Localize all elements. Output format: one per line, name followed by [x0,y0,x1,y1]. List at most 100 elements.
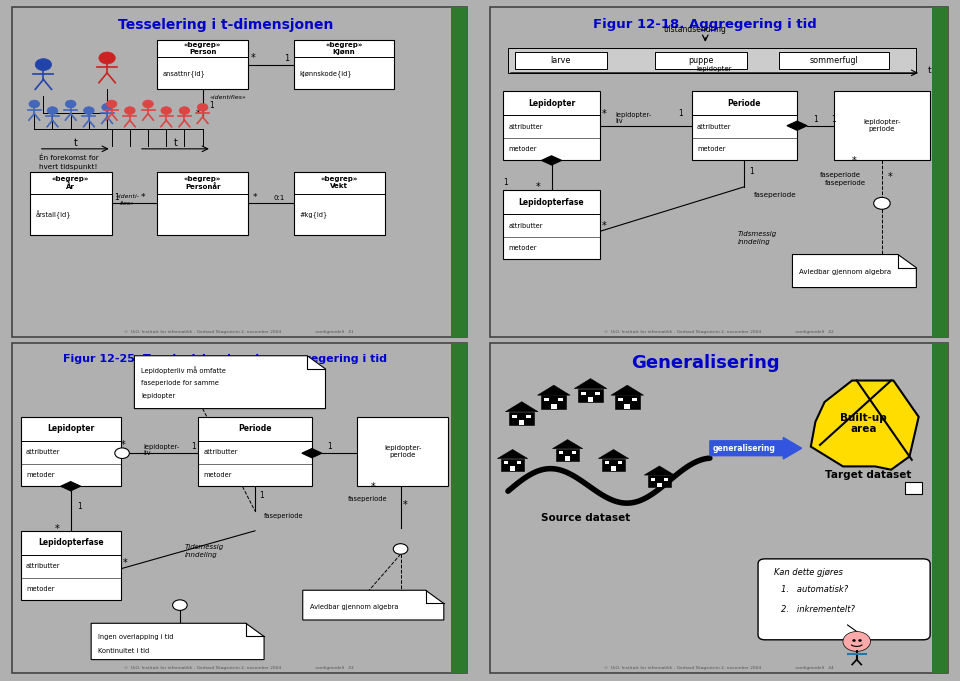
Bar [30,172,111,235]
Text: faseperiode: faseperiode [754,192,796,197]
Text: Kontinuitet i tid: Kontinuitet i tid [98,648,149,654]
Text: «identifies»: «identifies» [209,95,246,100]
Bar [632,398,636,401]
Text: kjønnskode{id}: kjønnskode{id} [300,70,351,77]
Circle shape [161,107,172,114]
Bar [655,52,747,69]
Bar [833,91,930,161]
Text: Lepidopterfase: Lepidopterfase [37,539,104,548]
Text: *: * [121,440,126,450]
Text: metoder: metoder [509,146,538,152]
Polygon shape [497,449,528,458]
Text: årstall{id}: årstall{id} [36,210,71,219]
Text: attributter: attributter [509,223,543,229]
Bar [509,412,535,426]
Text: hvert tidspunkt!: hvert tidspunkt! [38,164,97,170]
Polygon shape [787,121,807,130]
Text: ansattnr{id}: ansattnr{id} [162,70,205,77]
Bar [657,483,661,488]
Text: Periode: Periode [238,424,272,434]
Text: *: * [55,524,60,535]
Text: Lepidopter: Lepidopter [528,99,575,108]
Bar [605,462,610,464]
Text: 2.   inkrementelt?: 2. inkrementelt? [781,605,855,614]
Text: sommerfugl: sommerfugl [809,56,858,65]
Text: *: * [852,156,857,165]
Text: Tidsmessig: Tidsmessig [184,544,224,550]
Text: Periode: Periode [728,99,761,108]
Text: Built-up
area: Built-up area [840,413,887,434]
Bar [779,52,889,69]
Circle shape [115,448,130,458]
Bar [617,398,623,401]
Text: 1: 1 [191,442,196,451]
Bar [595,392,600,395]
Text: attributter: attributter [204,449,238,456]
Text: tilstandsendring: tilstandsendring [664,25,727,33]
Bar [526,415,531,418]
FancyArrow shape [709,437,802,459]
Bar [515,52,607,69]
Bar [625,404,630,409]
Text: ©  UiO, Institutt for informatikk - Gerhard Skagestein 2. november 2004         : © UiO, Institutt for informatikk - Gerha… [604,330,834,334]
Bar [501,458,524,471]
Bar [611,466,616,471]
Text: liv: liv [143,450,151,456]
Text: Én forekomst for: Én forekomst for [38,155,99,161]
Text: Ingen overlapping i tid: Ingen overlapping i tid [98,634,174,640]
Text: attributter: attributter [509,123,543,129]
Circle shape [47,107,58,114]
Bar [157,40,248,89]
Text: 1: 1 [326,442,331,452]
Bar [510,466,516,471]
Text: «identi-: «identi- [115,194,139,200]
Text: Source dataset: Source dataset [541,513,631,523]
Text: attributter: attributter [26,563,60,569]
Text: fies»: fies» [120,201,135,206]
Bar [294,40,394,89]
Text: 0:1: 0:1 [274,195,284,201]
Text: 1: 1 [284,54,290,63]
Text: *: * [602,221,607,231]
Text: metoder: metoder [204,472,232,478]
Polygon shape [574,379,607,389]
Bar [932,7,948,337]
Text: lepidopter-
periode: lepidopter- periode [384,445,421,458]
Bar [648,475,671,488]
Text: inndeling: inndeling [184,552,217,558]
Bar [559,452,564,454]
Text: Target dataset: Target dataset [825,470,911,480]
Text: Avledbar gjennom algebra: Avledbar gjennom algebra [309,603,398,609]
Circle shape [36,59,52,71]
Text: faseperiode for samme: faseperiode for samme [141,379,219,385]
Text: faseperiode: faseperiode [264,513,303,519]
Text: lepidopter: lepidopter [141,393,176,399]
Polygon shape [505,402,538,412]
Circle shape [180,107,190,114]
Polygon shape [91,623,264,660]
Bar [20,417,121,486]
Text: «begrep»
Kjønn: «begrep» Kjønn [325,42,362,55]
Text: Generalisering: Generalisering [631,354,780,372]
Bar [572,452,576,454]
Polygon shape [811,381,919,470]
Bar [512,415,517,418]
Polygon shape [644,466,675,475]
Text: #kg{id}: #kg{id} [300,211,327,218]
Bar [551,404,557,409]
Text: *: * [141,193,146,202]
Bar [578,389,603,402]
Text: metoder: metoder [697,146,726,152]
Polygon shape [302,590,444,620]
Text: ©  UiO, Institutt for informatikk - Gerhard Skagestein 2. november 2004         : © UiO, Institutt for informatikk - Gerha… [604,665,834,669]
Bar [157,172,248,235]
Text: Tesselering i t-dimensjonen: Tesselering i t-dimensjonen [118,18,333,33]
Polygon shape [552,439,583,449]
Bar [503,190,600,259]
Circle shape [843,631,871,651]
Bar [651,478,656,481]
Circle shape [107,100,117,108]
Text: *: * [536,182,540,192]
Polygon shape [60,481,81,491]
Text: *: * [888,172,893,183]
